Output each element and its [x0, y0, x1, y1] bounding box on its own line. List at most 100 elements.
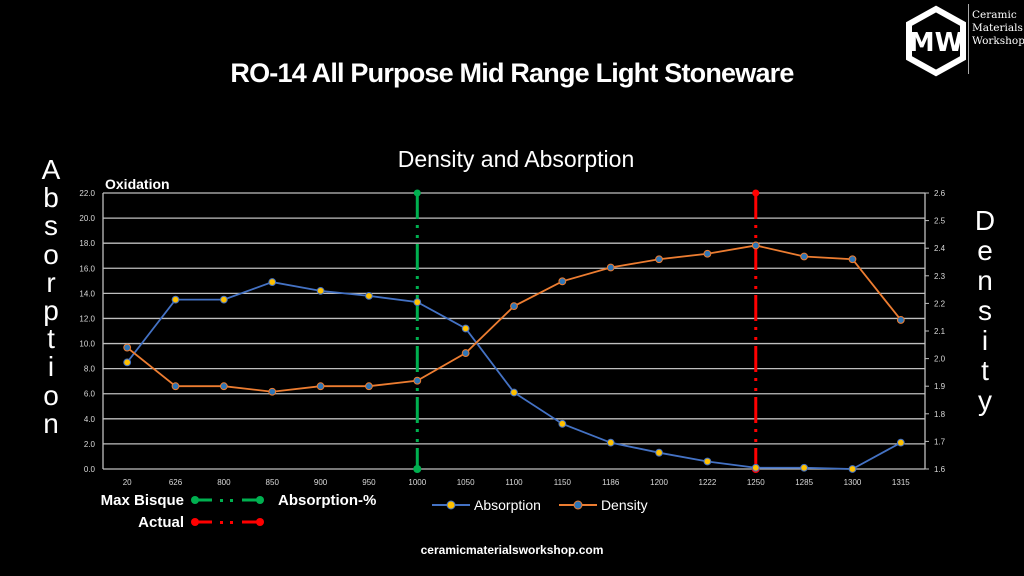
x-tick-label: 900 [314, 478, 328, 487]
chart-legend: Absorption Density [432, 497, 648, 513]
actual-row: Actual [80, 511, 376, 533]
absorption-label-letter: s [44, 210, 58, 242]
absorption-label-letter: t [47, 323, 55, 355]
legend-item-density[interactable]: Density [558, 497, 648, 513]
data-point-absorption [510, 388, 518, 397]
data-point-density [171, 382, 180, 391]
x-tick-label: 1186 [602, 478, 620, 487]
data-point-density [896, 316, 905, 324]
density-label-letter: n [977, 265, 993, 296]
chart-subtitle: Oxidation [105, 176, 170, 192]
data-point-density [751, 241, 760, 250]
main-title: RO-14 All Purpose Mid Range Light Stonew… [230, 58, 794, 88]
max-bisque-row: Max Bisque Absorption-% [80, 489, 377, 511]
y2-tick-label: 1.6 [934, 465, 946, 474]
y2-tick-label: 1.8 [934, 410, 946, 419]
data-point-absorption [413, 298, 422, 307]
svg-text:MW: MW [909, 28, 964, 58]
data-point-absorption [606, 438, 615, 447]
data-point-absorption [703, 457, 712, 466]
data-point-absorption [171, 295, 180, 304]
y-tick-label: 8.0 [84, 365, 96, 374]
logo-text: Ceramic Materials Workshop [972, 9, 1024, 48]
density-legend-marker-icon [558, 500, 597, 510]
y-tick-label: 2.0 [84, 440, 96, 449]
y-tick-label: 0.0 [84, 465, 96, 474]
absorption-label-letter: n [43, 407, 59, 439]
y2-tick-label: 2.1 [934, 327, 946, 336]
data-point-absorption [123, 358, 132, 367]
legend-item-absorption[interactable]: Absorption [432, 497, 541, 513]
y2-tick-label: 1.9 [934, 382, 946, 391]
data-point-density [413, 376, 422, 385]
data-point-density [268, 387, 277, 396]
y2-tick-label: 2.4 [934, 244, 946, 253]
data-point-density [219, 382, 228, 391]
logo-line-3: Workshop [972, 35, 1024, 47]
reference-line-bottom-marker [413, 465, 422, 473]
y-tick-label: 14.0 [79, 289, 95, 298]
y-tick-label: 22.0 [79, 189, 95, 198]
x-tick-label: 1050 [457, 478, 475, 487]
x-tick-label: 626 [169, 478, 183, 487]
y2-tick-label: 2.5 [934, 217, 946, 226]
y-tick-label: 12.0 [79, 314, 95, 323]
y2-tick-label: 2.3 [934, 272, 946, 281]
data-point-absorption [219, 295, 228, 304]
chart-title: Density and Absorption [397, 146, 635, 172]
x-tick-label: 1315 [892, 478, 910, 487]
density-label-letter: t [981, 355, 989, 386]
x-tick-label: 20 [123, 478, 132, 487]
y-tick-label: 16.0 [79, 264, 95, 273]
max-bisque-label: Max Bisque [100, 491, 184, 509]
series-line-absorption [126, 281, 902, 470]
x-tick-label: 1222 [699, 478, 717, 487]
data-point-density [848, 255, 857, 264]
x-tick-label: 950 [362, 478, 376, 487]
y-tick-label: 4.0 [84, 415, 96, 424]
x-tick-label: 1200 [650, 478, 668, 487]
actual-label: Actual [138, 513, 184, 531]
x-tick-label: 1250 [747, 478, 765, 487]
series-group [123, 241, 905, 473]
data-point-absorption [558, 419, 567, 428]
footer-url: ceramicmaterialsworkshop.com [420, 543, 604, 557]
density-label-letter: s [978, 295, 992, 326]
density-label-letter: y [978, 385, 992, 416]
density-label-letter: i [981, 325, 989, 356]
absorption-label-letter: b [43, 182, 59, 214]
max-bisque-note: Absorption-% [278, 491, 377, 509]
y-tick-label: 10.0 [79, 340, 95, 349]
data-point-absorption [655, 448, 663, 457]
absorption-label-letter: o [43, 379, 59, 411]
legend-label-absorption: Absorption [474, 497, 541, 513]
data-point-density [461, 349, 470, 357]
y-tick-label: 6.0 [84, 390, 96, 399]
axes: 0.0 2.0 4.0 6.0 8.0 10.0 12.0 14.0 16.0 18.0 20.0 2… [79, 189, 945, 487]
data-point-absorption [800, 463, 809, 472]
data-point-absorption [268, 278, 277, 286]
x-tick-label: 1150 [554, 478, 572, 487]
mw-hexagon-icon: MW [906, 5, 966, 77]
y2-tick-label: 1.7 [934, 437, 946, 446]
logo-line-2: Materials [972, 22, 1023, 34]
density-label-letter: e [977, 235, 993, 266]
reference-line-top-marker [752, 189, 760, 197]
absorption-label-letter: o [43, 238, 59, 270]
absorption-label-letter: A [41, 154, 61, 185]
gridlines [103, 192, 925, 470]
y2-tick-label: 2.6 [934, 189, 946, 198]
absorption-label-letter: r [46, 266, 56, 298]
y-tick-label: 20.0 [79, 214, 95, 223]
x-tick-label: 800 [217, 478, 231, 487]
reference-line-top-marker [413, 189, 421, 197]
data-point-density [800, 252, 809, 261]
data-point-absorption [751, 463, 760, 472]
y-tick-label: 18.0 [79, 239, 95, 248]
legend-label-density: Density [600, 497, 648, 513]
y2-tick-label: 2.2 [934, 299, 946, 308]
data-point-density [703, 249, 712, 258]
x-tick-label: 1000 [408, 478, 426, 487]
